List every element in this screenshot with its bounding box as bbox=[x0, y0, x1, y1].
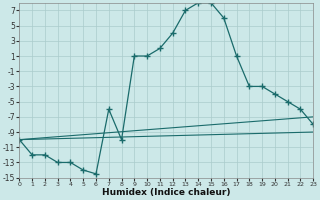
X-axis label: Humidex (Indice chaleur): Humidex (Indice chaleur) bbox=[102, 188, 230, 197]
